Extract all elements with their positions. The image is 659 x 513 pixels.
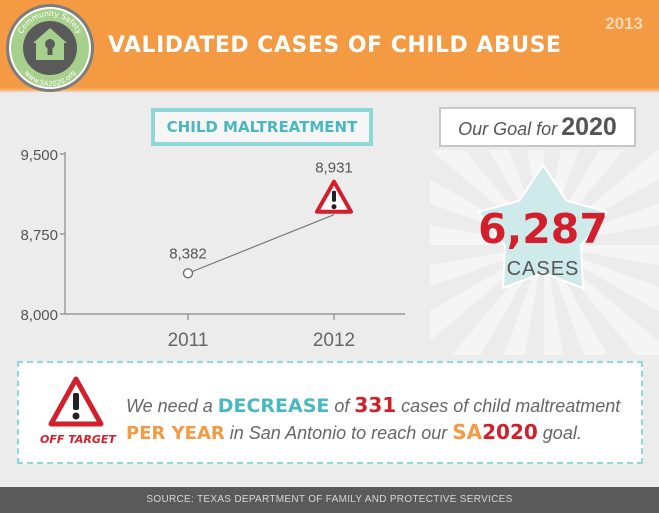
msg-text-1c: cases of child maltreatment: [396, 396, 621, 416]
msg-per-year: PER YEAR: [126, 423, 225, 444]
header-divider: [0, 88, 659, 92]
x-tick-label: 2012: [313, 330, 355, 351]
msg-text-1a: We need a: [126, 396, 218, 416]
y-tick-label: 9,500: [20, 147, 58, 164]
goal-year: 2020: [561, 113, 617, 141]
warning-icon: [48, 376, 104, 427]
house-icon: [33, 28, 67, 60]
y-tick-label: 8,000: [20, 307, 58, 324]
page-title: VALIDATED CASES OF CHILD ABUSE: [108, 33, 562, 58]
data-point: [182, 268, 194, 279]
data-label: 8,382: [169, 245, 207, 262]
y-tick-label: 8,750: [20, 227, 58, 244]
goal-unit: CASES: [506, 258, 580, 280]
warning-marker-icon: [315, 179, 353, 214]
msg-text-2b: goal.: [537, 423, 582, 443]
x-tick-label: 2011: [168, 330, 209, 351]
message-line-2: PER YEAR in San Antonio to reach our SA2…: [126, 420, 582, 444]
source-footer: SOURCE: TEXAS DEPARTMENT OF FAMILY AND P…: [0, 487, 659, 513]
sunburst-ray: [544, 245, 659, 312]
msg-number: 331: [354, 393, 397, 417]
header-banner: [0, 0, 659, 90]
message-line-1: We need a DECREASE of 331 cases of child…: [126, 393, 620, 417]
community-safety-logo: Community Safety www.SA2020.org: [6, 4, 94, 92]
msg-2020: 2020: [482, 420, 538, 444]
year-label: 2013: [605, 14, 643, 33]
star-icon: [476, 165, 610, 290]
warning-bar: [332, 190, 336, 202]
msg-text-1b: of: [329, 396, 355, 416]
series-line: [187, 214, 335, 274]
chart-title: CHILD MALTREATMENT: [151, 108, 373, 146]
goal-label: Our Goal for: [458, 119, 558, 139]
off-target-label: OFF TARGET: [40, 433, 116, 446]
msg-text-2a: in San Antonio to reach our: [224, 423, 453, 443]
data-label: 8,931: [315, 160, 353, 177]
msg-decrease: DECREASE: [217, 395, 330, 417]
msg-sa: SA: [452, 420, 483, 444]
message-box: [17, 361, 643, 464]
goal-value: 6,287: [478, 205, 608, 253]
warning-dot: [331, 204, 337, 210]
line-chart: 8,000 8,750 9,500 2011 2012 8,382 8,931: [20, 147, 405, 351]
goal-box: Our Goal for 2020: [439, 107, 636, 147]
